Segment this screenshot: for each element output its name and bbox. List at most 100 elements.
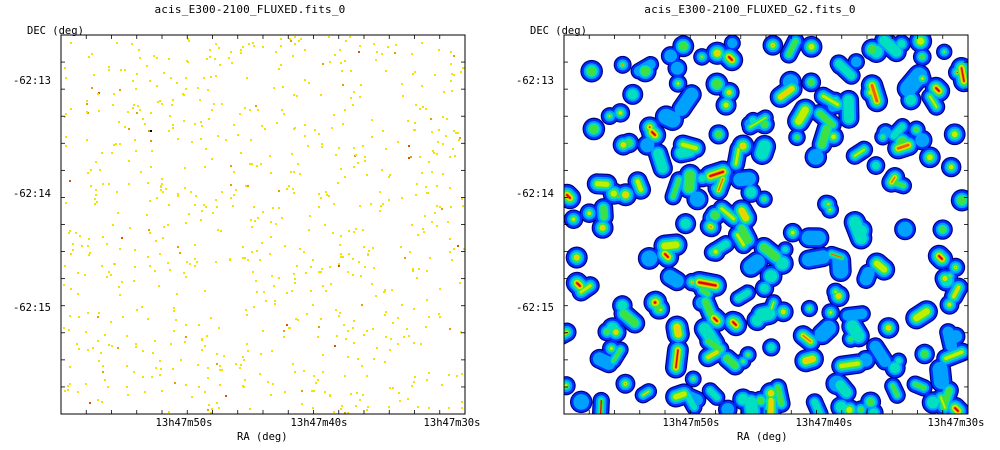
right-panel-title: acis_E300-2100_FLUXED_G2.fits_0 [644, 3, 856, 16]
event-pixel [72, 243, 74, 245]
event-pixel [110, 321, 112, 323]
event-pixel [439, 206, 441, 208]
event-pixel [391, 289, 393, 291]
event-pixel [113, 93, 115, 95]
blob-contour-level [675, 349, 679, 369]
event-pixel [347, 356, 349, 358]
blob-contour-level [960, 67, 965, 82]
event-pixel [422, 106, 424, 108]
event-pixel [417, 234, 419, 236]
event-pixel [69, 383, 71, 385]
event-pixel [197, 364, 199, 366]
blob-contour-level [803, 356, 815, 364]
event-pixel [329, 266, 331, 268]
event-pixel [402, 95, 404, 97]
event-pixel [169, 269, 171, 271]
event-pixel [170, 77, 172, 79]
event-pixel [340, 408, 342, 410]
event-pixel [97, 93, 99, 95]
event-pixel [173, 330, 175, 332]
event-pixel [119, 294, 121, 296]
event-pixel [101, 265, 103, 267]
event-pixel [209, 56, 211, 58]
event-pixel [382, 203, 384, 205]
event-pixel [309, 215, 311, 217]
event-pixel [419, 108, 421, 110]
event-pixel [102, 236, 104, 238]
event-pixel [293, 273, 295, 275]
event-pixel [428, 407, 430, 409]
event-pixel [87, 349, 89, 351]
event-pixel [331, 127, 333, 129]
event-pixel [312, 304, 314, 306]
event-pixel [134, 266, 136, 268]
event-pixel [283, 330, 285, 332]
event-pixel [456, 375, 458, 377]
event-pixel [251, 163, 253, 165]
blob-contour-level [705, 338, 723, 353]
event-pixel [347, 330, 349, 332]
event-pixel [141, 306, 143, 308]
event-pixel [359, 96, 361, 98]
event-pixel [449, 251, 451, 253]
event-pixel [367, 254, 369, 256]
event-pixel [128, 183, 130, 185]
blob-contour-level [566, 194, 571, 199]
event-pixel [321, 143, 323, 145]
event-pixel [338, 263, 340, 265]
event-pixel [191, 396, 193, 398]
event-pixel [445, 135, 447, 137]
blob-contour-level [939, 396, 946, 409]
event-pixel [274, 303, 276, 305]
blob-contour-level [817, 110, 836, 128]
event-pixel [184, 187, 186, 189]
event-pixel [108, 344, 110, 346]
event-pixel [160, 186, 162, 188]
event-pixel [185, 324, 187, 326]
event-pixel [85, 331, 87, 333]
left-y-tick-label: -62:13 [13, 75, 51, 87]
event-pixel [169, 115, 171, 117]
event-pixel [384, 314, 386, 316]
blob-contour-level [932, 361, 949, 390]
event-pixel [450, 80, 452, 82]
event-pixel [304, 124, 306, 126]
event-pixel [113, 144, 115, 146]
event-pixel [431, 131, 433, 133]
event-pixel [77, 293, 79, 295]
event-pixel [200, 121, 202, 123]
event-pixel [343, 324, 345, 326]
event-pixel [253, 306, 255, 308]
event-pixel [242, 356, 244, 358]
event-pixel [194, 258, 196, 260]
event-pixel [428, 316, 430, 318]
left-y-tick-label: -62:14 [13, 188, 51, 200]
left-x-tick-label: 13h47m40s [290, 417, 348, 429]
event-pixel [449, 328, 451, 330]
blob-contour-level [658, 108, 681, 128]
event-pixel [175, 319, 177, 321]
event-pixel [91, 87, 93, 89]
event-pixel [176, 82, 178, 84]
event-pixel [460, 71, 462, 73]
event-pixel [63, 284, 65, 286]
event-pixel [107, 386, 109, 388]
event-pixel [119, 248, 121, 250]
event-pixel [324, 391, 326, 393]
event-pixel [380, 205, 382, 207]
blob-contour-level [674, 87, 699, 116]
event-pixel [322, 63, 324, 65]
event-pixel [131, 43, 133, 45]
event-pixel [313, 390, 315, 392]
event-pixel [366, 409, 368, 411]
event-pixel [160, 189, 162, 191]
event-pixel [147, 256, 149, 258]
event-pixel [70, 253, 72, 255]
event-pixel [357, 162, 359, 164]
event-pixel [291, 153, 293, 155]
event-pixel [97, 399, 99, 401]
event-pixel [352, 327, 354, 329]
event-pixel [230, 51, 232, 53]
event-pixel [155, 240, 157, 242]
event-pixel [368, 250, 370, 252]
